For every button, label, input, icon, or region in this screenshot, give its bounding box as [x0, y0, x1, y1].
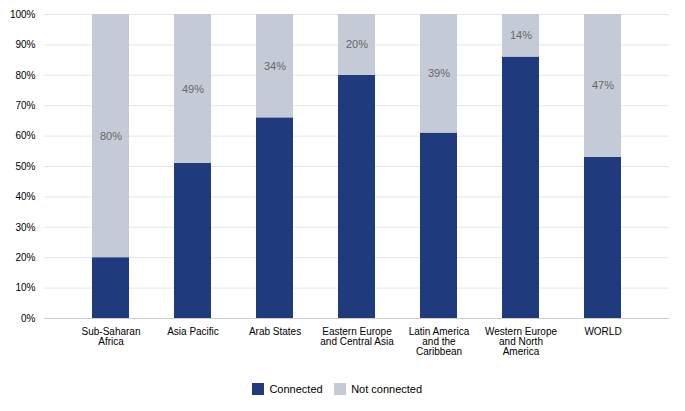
svg-text:30%: 30% — [15, 222, 35, 233]
svg-text:Asia Pacific: Asia Pacific — [167, 326, 219, 337]
svg-text:10%: 10% — [15, 282, 35, 293]
svg-text:90%: 90% — [15, 39, 35, 50]
svg-text:Western Europeand NorthAmerica: Western Europeand NorthAmerica — [485, 326, 558, 357]
svg-text:80%: 80% — [15, 70, 35, 81]
svg-text:Eastern Europeand Central Asia: Eastern Europeand Central Asia — [320, 326, 394, 347]
svg-text:20%: 20% — [346, 38, 368, 50]
svg-text:Latin Americaand theCaribbean: Latin Americaand theCaribbean — [409, 326, 470, 357]
svg-text:0%: 0% — [21, 313, 36, 324]
svg-text:49%: 49% — [182, 83, 204, 95]
html-text:Connected: Connected — [269, 382, 323, 395]
svg-text:50%: 50% — [15, 161, 35, 172]
svg-text:39%: 39% — [428, 67, 450, 79]
svg-text:Sub-SaharanAfrica: Sub-SaharanAfrica — [82, 326, 141, 347]
svg-text:20%: 20% — [15, 252, 35, 263]
svg-text:34%: 34% — [264, 60, 286, 72]
svg-text:40%: 40% — [15, 191, 35, 202]
svg-text:80%: 80% — [100, 130, 122, 142]
svg-text:Arab States: Arab States — [249, 326, 301, 337]
svg-text:14%: 14% — [510, 29, 532, 41]
svg-text:100%: 100% — [10, 9, 36, 20]
svg-text:WORLD: WORLD — [584, 326, 621, 337]
svg-text:70%: 70% — [15, 100, 35, 111]
svg-text:47%: 47% — [592, 79, 614, 91]
html-text:Not connected: Not connected — [351, 382, 423, 395]
svg-text:60%: 60% — [15, 130, 35, 141]
